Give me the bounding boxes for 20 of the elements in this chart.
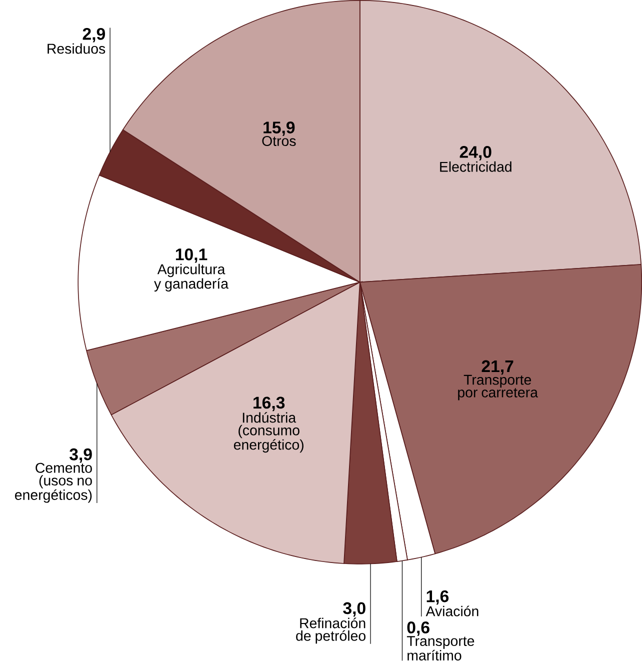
slice-label: Aviación: [426, 606, 478, 616]
data-label: 0,6: [407, 622, 430, 636]
slice-label: Electricidad: [440, 161, 512, 172]
slice-label: Indústria (consumo energético): [234, 412, 304, 453]
slice-label: Agricultura y ganadería: [154, 264, 228, 292]
slice-label: Residuos: [48, 43, 106, 54]
slice-label: Transporte marítimo: [406, 636, 474, 660]
data-label: 10,1: [176, 248, 208, 263]
slice-label: Refinación de petróleo: [296, 618, 366, 644]
slice-label: Cemento (usos no energéticos): [14, 462, 92, 503]
data-label: 2,9: [82, 28, 105, 42]
data-label: 16,3: [254, 396, 285, 412]
data-label: 3,9: [69, 448, 92, 463]
data-label: 15,9: [264, 122, 295, 136]
data-label: 21,7: [482, 360, 514, 375]
data-label: 24,0: [460, 146, 492, 160]
slice-label: Otros: [262, 136, 296, 146]
data-label: 3,0: [343, 602, 366, 617]
slice-label: Transporte por carretera: [458, 374, 538, 400]
data-label: 1,6: [426, 590, 449, 605]
